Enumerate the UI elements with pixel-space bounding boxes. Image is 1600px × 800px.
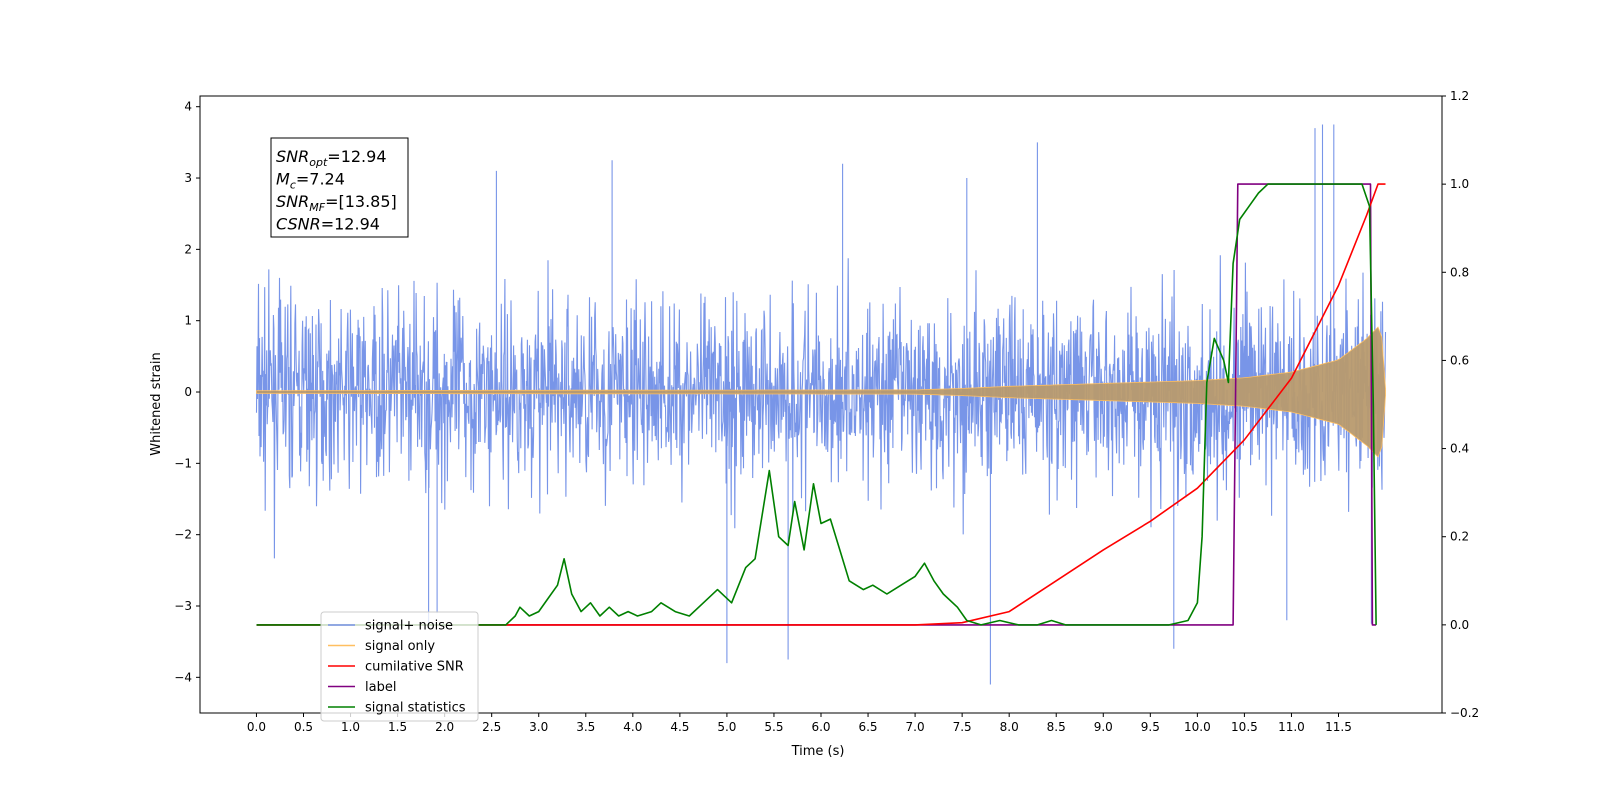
legend-label: signal+ noise (365, 619, 453, 634)
series-signal-only (256, 326, 1386, 458)
x-tick-label: 8.0 (1000, 720, 1019, 734)
y-axis-label: Whitened strain (149, 352, 164, 455)
x-tick-label: 6.5 (858, 720, 877, 734)
y-tick-label: 0 (184, 385, 192, 399)
annotation-box: SNRopt=12.94Mc=7.24SNRMF=[13.85]CSNR=12.… (270, 137, 409, 238)
series-label (256, 183, 1377, 626)
x-tick-label: 5.5 (764, 720, 783, 734)
x-tick-label: 0.5 (294, 720, 313, 734)
x-tick-label: 5.0 (717, 720, 736, 734)
x-axis-ticks: 0.0 0.5 1.0 1.5 2.0 2.5 3.0 3.5 4.0 4.5 5.0 5.5 6.0 6… (247, 713, 1352, 734)
annotation-line: SNRopt=12.94 (276, 147, 387, 169)
legend-label: signal statistics (365, 701, 466, 716)
y2-tick-label: −0.2 (1450, 706, 1479, 720)
x-tick-label: 8.5 (1047, 720, 1066, 734)
x-tick-label: 11.0 (1278, 720, 1305, 734)
x-tick-label: 1.0 (341, 720, 360, 734)
x-tick-label: 11.5 (1325, 720, 1352, 734)
series-signal-statistics (256, 183, 1377, 626)
legend-label: label (365, 680, 396, 695)
x-tick-label: 10.5 (1231, 720, 1258, 734)
annotation-line: Mc=7.24 (276, 170, 345, 192)
y-axis-right-ticks: −0.2 0.0 0.2 0.4 0.6 0.8 1.0 1.2 (1442, 89, 1479, 720)
x-tick-label: 2.5 (482, 720, 501, 734)
plot-area (255, 124, 1387, 685)
y-tick-label: 3 (184, 171, 192, 185)
y2-tick-label: 0.4 (1450, 442, 1469, 456)
y-tick-label: −2 (174, 528, 192, 542)
x-tick-label: 7.0 (906, 720, 925, 734)
x-tick-label: 4.0 (623, 720, 642, 734)
y2-tick-label: 0.0 (1450, 618, 1469, 632)
y-tick-label: 4 (184, 100, 192, 114)
annotation-frame (270, 137, 409, 238)
x-tick-label: 1.5 (388, 720, 407, 734)
x-tick-label: 3.0 (529, 720, 548, 734)
x-tick-label: 6.0 (811, 720, 830, 734)
y-axis-left-ticks: −4 −3 −2 −1 0 1 2 3 4 (174, 100, 200, 684)
x-tick-label: 2.0 (435, 720, 454, 734)
y2-tick-label: 0.2 (1450, 530, 1469, 544)
legend: signal+ noise signal only cumilative SNR la… (320, 611, 479, 722)
y2-tick-label: 0.6 (1450, 353, 1469, 367)
x-tick-label: 7.5 (953, 720, 972, 734)
x-axis-label: Time (s) (791, 744, 845, 759)
y-tick-label: −3 (174, 599, 192, 613)
annotation-line: SNRMF=[13.85] (276, 192, 397, 214)
y2-tick-label: 0.8 (1450, 265, 1469, 279)
x-tick-label: 9.0 (1094, 720, 1113, 734)
x-tick-label: 3.5 (576, 720, 595, 734)
legend-label: cumilative SNR (365, 660, 464, 675)
legend-label: signal only (365, 639, 435, 654)
legend-frame (320, 611, 479, 722)
y2-tick-label: 1.0 (1450, 177, 1469, 191)
series-layer (255, 124, 1387, 685)
x-tick-label: 0.0 (247, 720, 266, 734)
y2-tick-label: 1.2 (1450, 89, 1469, 103)
y-tick-label: −4 (174, 670, 192, 684)
x-tick-label: 10.0 (1184, 720, 1211, 734)
y-tick-label: −1 (174, 456, 192, 470)
x-tick-label: 4.5 (670, 720, 689, 734)
x-tick-label: 9.5 (1141, 720, 1160, 734)
y-tick-label: 1 (184, 314, 192, 328)
annotation-line: CSNR=12.94 (276, 215, 380, 234)
y-tick-label: 2 (184, 242, 192, 256)
series-signal-noise (255, 124, 1387, 685)
